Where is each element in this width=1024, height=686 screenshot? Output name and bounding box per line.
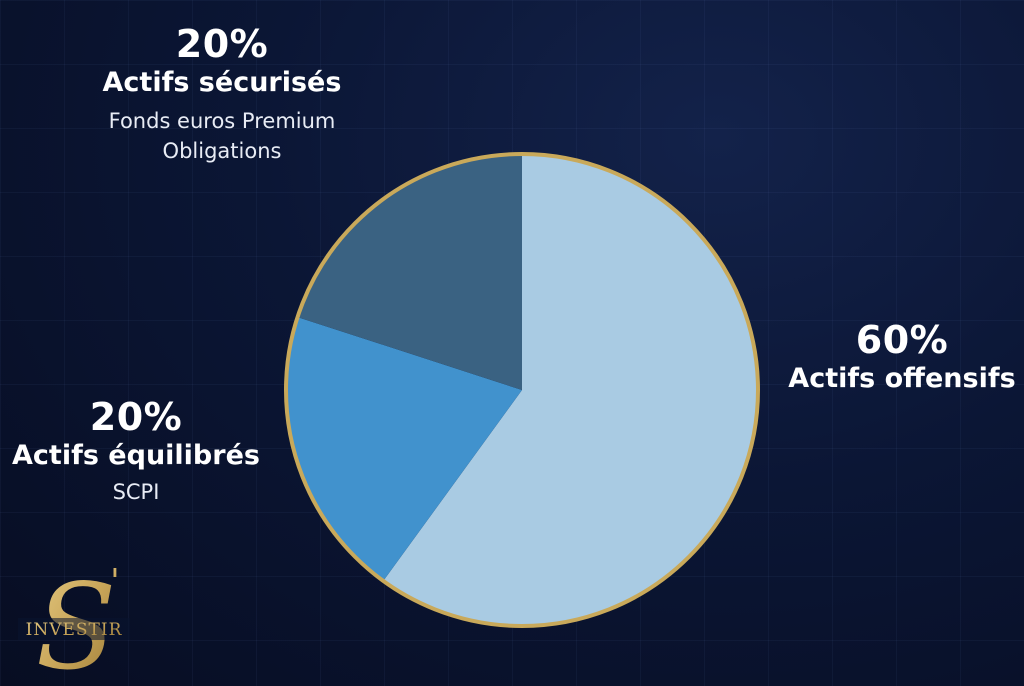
name-actifs-equilibres: Actifs équilibrés: [12, 440, 260, 471]
label-actifs-securises: 20% Actifs sécurisés Fonds euros Premium…: [80, 22, 364, 166]
svg-text:': ': [110, 568, 120, 603]
pie-border: [284, 152, 760, 628]
label-actifs-offensifs: 60% Actifs offensifs: [780, 318, 1024, 396]
logo-text: INVESTIR: [26, 620, 123, 640]
pie-slice-actifs-equilibres: [286, 317, 522, 581]
name-actifs-securises: Actifs sécurisés: [102, 67, 342, 98]
percent-actifs-offensifs: 60%: [855, 318, 949, 362]
detail-scpi: SCPI: [112, 480, 160, 504]
label-actifs-equilibres: 20% Actifs équilibrés SCPI: [0, 395, 272, 507]
percent-actifs-securises: 20%: [175, 22, 269, 66]
detail-fonds-euros: Fonds euros Premium: [108, 109, 336, 133]
detail-obligations: Obligations: [162, 139, 282, 163]
pie-slice-actifs-offensifs: [383, 154, 758, 626]
percent-actifs-equilibres: 20%: [89, 395, 183, 439]
name-actifs-offensifs: Actifs offensifs: [788, 363, 1016, 394]
pie-slice-actifs-securises: [297, 154, 522, 390]
s-investir-logo: S ' INVESTIR: [18, 568, 130, 680]
